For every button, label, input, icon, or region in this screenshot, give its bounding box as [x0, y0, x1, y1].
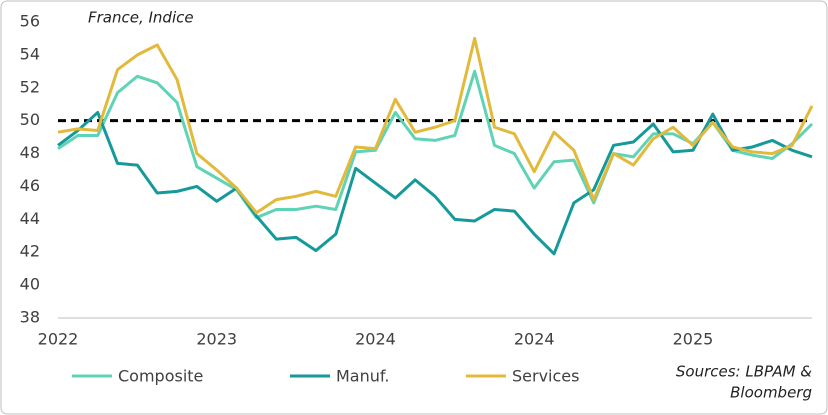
y-tick-label: 52 — [20, 77, 40, 96]
x-tick-label: 2024 — [355, 330, 396, 349]
y-tick-label: 48 — [20, 143, 40, 162]
x-tick-label: 2023 — [196, 330, 237, 349]
y-tick-label: 42 — [20, 242, 40, 261]
x-tick-label: 2022 — [38, 330, 79, 349]
chart-title: France, Indice — [88, 9, 194, 27]
legend-label: Manuf. — [336, 367, 389, 386]
y-tick-label: 54 — [20, 44, 40, 63]
source-note: Sources: LBPAM & — [676, 363, 812, 381]
source-note: Bloomberg — [730, 384, 812, 402]
y-tick-label: 50 — [20, 110, 40, 129]
series-line — [57, 110, 813, 256]
x-tick-label: 2024 — [514, 330, 555, 349]
legend-label: Services — [512, 367, 579, 386]
y-tick-label: 44 — [20, 209, 40, 228]
y-tick-label: 40 — [20, 275, 40, 294]
x-tick-label: 2025 — [673, 330, 714, 349]
legend-label: Composite — [118, 367, 203, 386]
y-tick-label: 38 — [20, 308, 40, 327]
y-tick-label: 46 — [20, 176, 40, 195]
y-tick-label: 56 — [20, 12, 40, 31]
series-line — [57, 36, 814, 215]
